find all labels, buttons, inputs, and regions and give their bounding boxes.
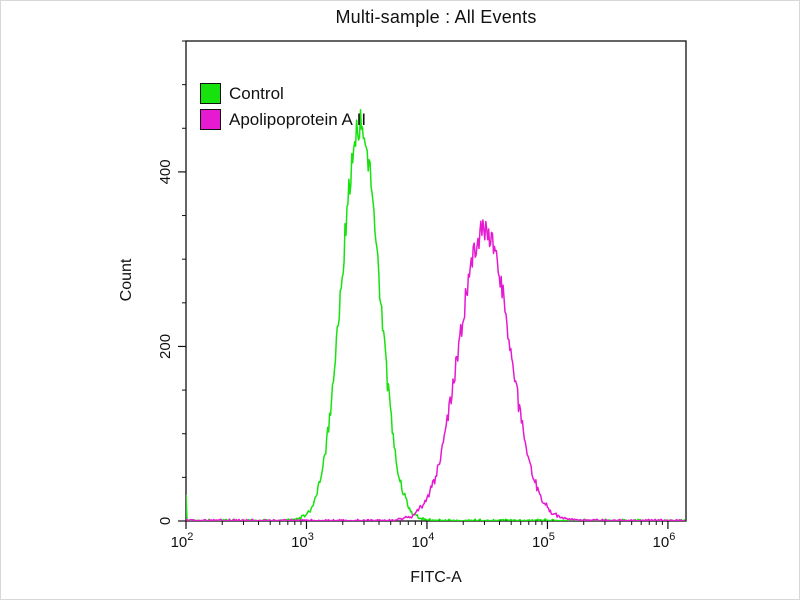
legend-item-apolipoprotein: Apolipoprotein A II xyxy=(200,109,366,130)
legend-item-control: Control xyxy=(200,83,366,104)
y-axis-tick-label: 400 xyxy=(157,159,174,184)
x-axis-tick-label: 102 xyxy=(171,531,194,551)
x-axis-label: FITC-A xyxy=(410,569,462,586)
control-color-swatch xyxy=(200,83,221,104)
y-axis-tick-label: 0 xyxy=(157,517,174,525)
x-axis-tick-label: 106 xyxy=(653,531,676,551)
y-axis-label: Count xyxy=(118,258,135,302)
legend-label-control: Control xyxy=(229,84,284,103)
x-axis-tick-label: 104 xyxy=(412,531,435,551)
series-curve-apolipoprotein-a-ii xyxy=(186,219,686,521)
x-axis-tick-label: 105 xyxy=(532,531,555,551)
y-axis-tick-label: 200 xyxy=(157,334,174,359)
apolipoprotein-color-swatch xyxy=(200,109,221,130)
x-axis-tick-label: 103 xyxy=(291,531,314,551)
plot-box xyxy=(185,40,687,522)
legend-label-apolipoprotein: Apolipoprotein A II xyxy=(229,110,367,129)
legend: Control Apolipoprotein A II xyxy=(200,83,366,130)
chart-title: Multi-sample : All Events xyxy=(335,7,537,27)
